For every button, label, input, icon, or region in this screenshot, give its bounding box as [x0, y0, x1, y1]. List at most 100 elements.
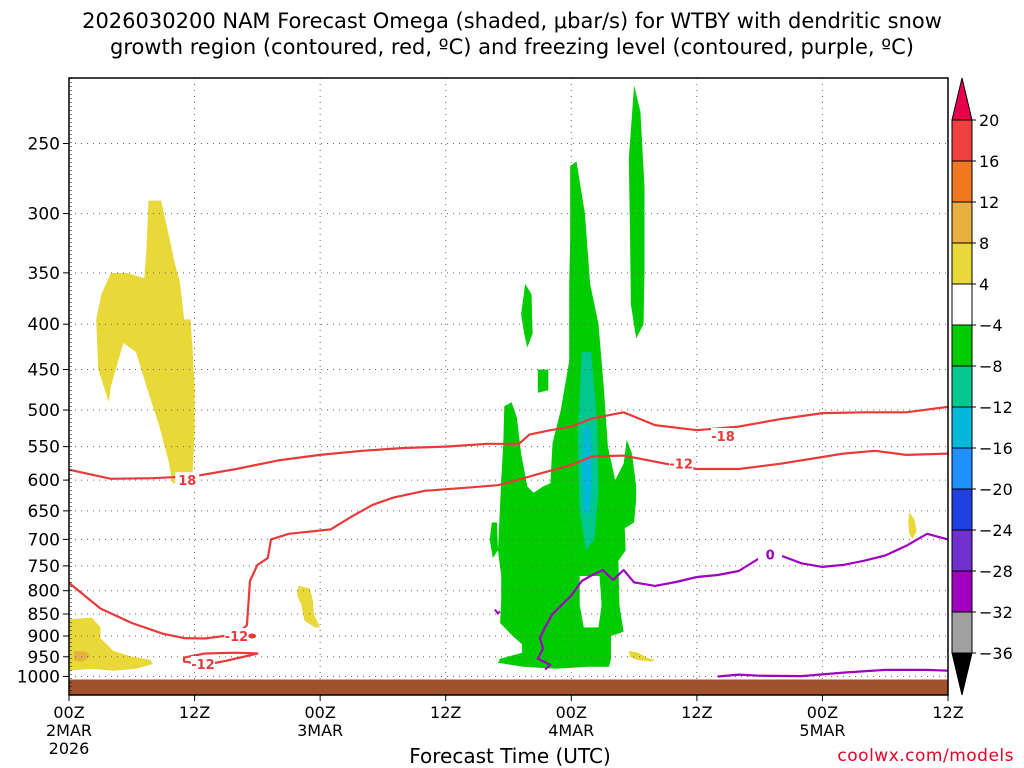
- colorbar-segment-3: [951, 201, 973, 244]
- x-tick-label-0-2: 2026: [49, 739, 90, 758]
- ground-surface: [69, 679, 948, 695]
- plot-frame: [68, 77, 949, 696]
- colorbar-label-6: −8: [979, 357, 1003, 376]
- contour-label-bg-3: [711, 428, 736, 444]
- omega-neg-core-12: [581, 425, 593, 514]
- y-tick-label-950: 950: [28, 648, 60, 668]
- y-tick-label-750: 750: [28, 557, 60, 577]
- x-tick-label-0-0: 00Z: [53, 703, 84, 722]
- x-tick-label-2-1: 3MAR: [297, 721, 343, 740]
- colorbar-segment-13: [951, 611, 973, 654]
- omega-pos-upper-left: [96, 200, 195, 484]
- colorbar-segment-10: [951, 488, 973, 531]
- y-tick-label-800: 800: [28, 582, 60, 602]
- x-axis-label: Forecast Time (UTC): [409, 744, 611, 768]
- isotherm-neg12-dot: [248, 633, 257, 639]
- y-tick-label-550: 550: [28, 438, 60, 458]
- y-tick-label-1000: 1000: [17, 668, 60, 688]
- y-tick-label-300: 300: [28, 205, 60, 225]
- colorbar-label-12: −32: [979, 603, 1013, 622]
- x-tick-label-6-0: 00Z: [807, 703, 838, 722]
- colorbar-segment-9: [951, 447, 973, 490]
- y-tick-label-400: 400: [28, 315, 60, 335]
- x-tick-label-4-1: 4MAR: [548, 721, 594, 740]
- colorbar-bottom-arrow: [951, 652, 973, 696]
- y-tick-label-350: 350: [28, 264, 60, 284]
- colorbar-segment-6: [951, 324, 973, 367]
- colorbar-label-2: 12: [979, 193, 999, 212]
- x-tick-label-6-1: 5MAR: [799, 721, 845, 740]
- omega-shading: [69, 85, 948, 695]
- x-tick-label-7-0: 12Z: [932, 703, 963, 722]
- y-tick-label-450: 450: [28, 360, 60, 380]
- colorbar-segment-5: [951, 283, 973, 326]
- omega-neg-upper-right: [628, 85, 645, 339]
- colorbar-label-1: 16: [979, 152, 999, 171]
- colorbar-segment-8: [951, 406, 973, 449]
- contour-label-3: -18: [711, 430, 735, 445]
- colorbar-top-arrow: [951, 77, 973, 121]
- y-tick-label-850: 850: [28, 605, 60, 625]
- contour-label-bg-2: [190, 655, 215, 671]
- colorbar-label-5: −4: [979, 316, 1003, 335]
- footer-credit: coolwx.com/models: [837, 746, 1014, 766]
- colorbar-label-13: −36: [979, 644, 1013, 663]
- y-tick-label-250: 250: [28, 135, 60, 155]
- colorbar-segment-7: [951, 365, 973, 408]
- colorbar-segment-1: [951, 119, 973, 162]
- freezing-level-blip: [494, 608, 501, 615]
- contour-label-bg-1: [224, 627, 249, 643]
- grid-lines: [69, 78, 948, 695]
- colorbar-label-3: 8: [979, 234, 989, 253]
- chart-title-line-1: 2026030200 NAM Forecast Omega (shaded, μ…: [82, 9, 942, 33]
- y-tick-label-500: 500: [28, 401, 60, 421]
- colorbar-label-10: −24: [979, 521, 1013, 540]
- contour-label-5: 0: [766, 548, 775, 563]
- x-tick-label-3-0: 12Z: [430, 703, 461, 722]
- colorbar-segment-11: [951, 529, 973, 572]
- colorbar-segment-4: [951, 242, 973, 285]
- contour-labels: 18 -12 -12 -18 -12 0: [175, 428, 783, 673]
- chart-title-line-2: growth region (contoured, red, ºC) and f…: [110, 35, 914, 59]
- colorbar-segment-2: [951, 160, 973, 203]
- axes: 2503003504004505005506006507007508008509…: [17, 77, 964, 758]
- omega-pos-3mar: [297, 585, 321, 628]
- colorbar-label-7: −12: [979, 398, 1013, 417]
- omega-pos-4mar: [628, 650, 655, 662]
- omega-pos-lower-left: [69, 617, 153, 671]
- y-tick-label-650: 650: [28, 502, 60, 522]
- contour-label-bg-0: [175, 472, 200, 488]
- contour-label-2: -12: [191, 658, 215, 673]
- omega-neg-mid-left: [521, 283, 533, 348]
- x-tick-label-1-0: 12Z: [179, 703, 210, 722]
- x-tick-label-2-0: 00Z: [304, 703, 335, 722]
- x-tick-label-5-0: 12Z: [681, 703, 712, 722]
- y-tick-label-900: 900: [28, 627, 60, 647]
- omega-neg-main: [498, 161, 637, 669]
- omega-neg-small-a: [537, 369, 549, 393]
- contour-label-bg-5: [758, 546, 783, 562]
- isotherm-neg18-line: [68, 405, 949, 480]
- omega-neg-small-b: [489, 522, 498, 559]
- y-tick-label-600: 600: [28, 471, 60, 491]
- x-tick-label-0-1: 2MAR: [46, 721, 92, 740]
- colorbar: 20 16 12 8 4 −4 −8 −12 −16 −20 −24 −28 −32 −36: [951, 77, 1013, 696]
- colorbar-label-4: 4: [979, 275, 989, 294]
- contour-label-0: 18: [178, 474, 196, 489]
- contour-label-4: -12: [669, 458, 693, 473]
- colorbar-label-11: −28: [979, 562, 1013, 581]
- contour-label-1: -12: [225, 630, 249, 645]
- isotherm-neg12-line: [68, 449, 949, 640]
- colorbar-segment-12: [951, 570, 973, 613]
- contour-label-bg-4: [669, 455, 694, 471]
- omega-neg-lower-gap: [579, 576, 602, 628]
- colorbar-label-9: −20: [979, 480, 1013, 499]
- colorbar-label-0: 20: [979, 111, 999, 130]
- y-tick-label-700: 700: [28, 530, 60, 550]
- freezing-level-line: [536, 532, 949, 671]
- contours: [68, 405, 949, 678]
- colorbar-label-8: −16: [979, 439, 1013, 458]
- omega-pos-lower-left-core: [74, 650, 90, 662]
- x-tick-label-4-0: 00Z: [556, 703, 587, 722]
